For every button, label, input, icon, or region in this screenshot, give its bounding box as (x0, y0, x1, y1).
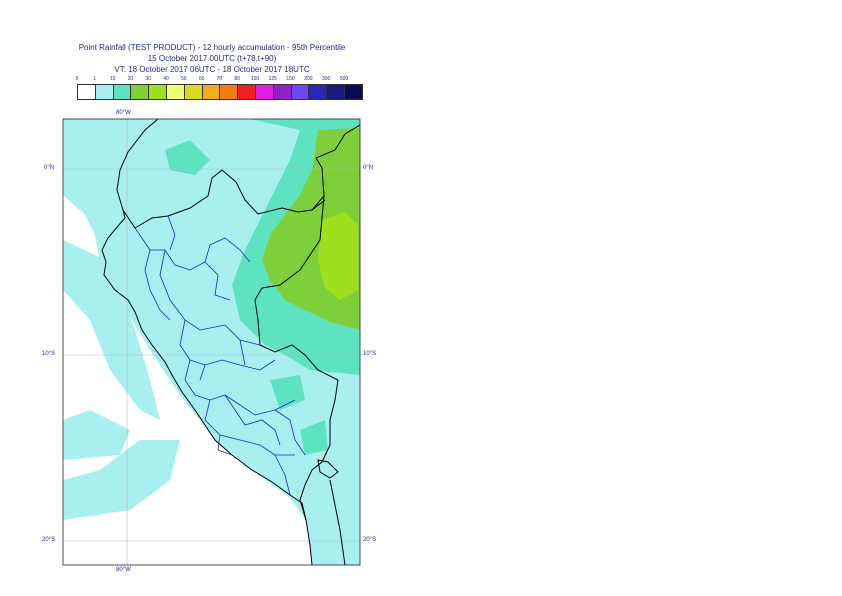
legend-label: 80 (234, 76, 240, 82)
rain-patch-medium-2 (270, 375, 305, 410)
peru-brazil-border (254, 195, 339, 463)
legend-label: 500 (339, 76, 349, 82)
map-frame (62, 118, 361, 566)
legend-label: 10 (109, 76, 116, 82)
bolivia-chile-border (329, 479, 346, 565)
title-line-1: Point Rainfall (TEST PRODUCT) - 12 hourl… (78, 43, 346, 52)
lon-label-bottom: 80°W (116, 567, 131, 573)
lat-label-right-10: 10°S (363, 351, 377, 357)
rain-band-offshore-south (63, 440, 180, 520)
legend-label: 200 (304, 76, 313, 82)
rain-band-offshore-southwest (63, 410, 130, 460)
lat-label-left-0: 0°N (44, 165, 55, 171)
legend-label: 150 (286, 76, 295, 82)
legend-label: 70 (216, 76, 223, 82)
rain-band-highest (318, 212, 358, 300)
country-borders (101, 119, 360, 565)
legend-label: 100 (250, 76, 260, 82)
peru-bolivia-border (299, 461, 323, 521)
legend-label: 1 (93, 76, 97, 82)
rain-patch-medium-1 (165, 140, 210, 175)
graticule (63, 119, 360, 565)
lat-label-left-10: 10°S (42, 351, 56, 357)
legend-label: 0 (75, 76, 79, 82)
legend-label: 40 (163, 76, 169, 82)
regional-borders (134, 215, 306, 496)
rain-patch-medium-3 (300, 420, 328, 455)
legend-color-box (344, 84, 363, 100)
lake-titicaca (317, 459, 339, 479)
legend-label: 50 (181, 76, 187, 82)
rain-band-offshore-north (63, 240, 160, 420)
lon-label-top: 80°W (116, 110, 131, 116)
legend-label: 30 (145, 76, 151, 82)
legend-label: 125 (268, 76, 277, 82)
colombia-border (311, 199, 326, 211)
legend-label: 300 (322, 76, 331, 82)
legend-label: 20 (127, 76, 134, 82)
legend-label: 60 (198, 76, 205, 82)
title-line-3: VT: 18 October 2017 06UTC - 18 October 2… (114, 65, 310, 74)
lat-label-right-0: 0°N (363, 165, 374, 171)
lat-label-right-20: 20°S (363, 537, 377, 543)
ecuador-peru-border (122, 124, 360, 229)
title-line-2: 15 October 2017 00UTC (t+78,t+90) (147, 54, 277, 63)
lat-label-left-20: 20°S (42, 537, 56, 543)
